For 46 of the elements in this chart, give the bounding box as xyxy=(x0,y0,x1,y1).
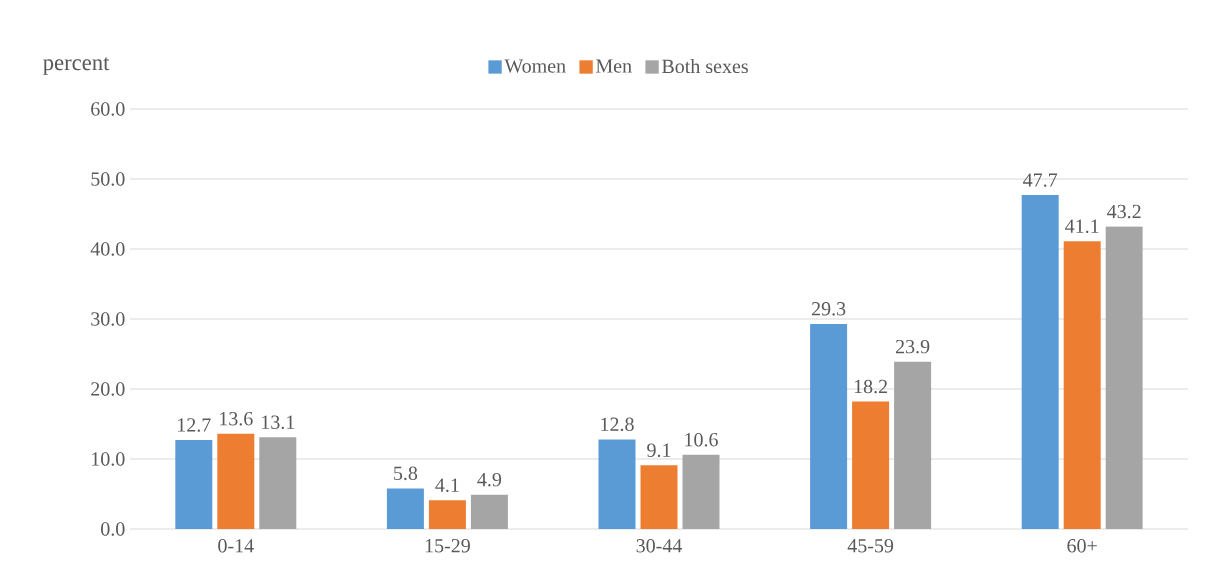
y-tick-label: 30.0 xyxy=(91,312,125,326)
data-label: 12.7 xyxy=(178,418,211,432)
legend-label: Both sexes xyxy=(662,59,748,74)
data-label: 13.1 xyxy=(262,415,295,430)
bar xyxy=(470,494,508,529)
x-tick-label: 45-59 xyxy=(847,539,894,553)
x-tick-label: 60+ xyxy=(1067,539,1097,553)
x-tick-label: 30-44 xyxy=(636,539,683,553)
data-label: 13.6 xyxy=(220,412,253,426)
legend-label: Men xyxy=(596,59,632,73)
bar xyxy=(852,401,890,529)
bar xyxy=(175,440,213,529)
data-label: 23.9 xyxy=(895,339,930,354)
data-label: 41.1 xyxy=(1065,219,1099,234)
bar xyxy=(217,433,255,529)
data-label: 9.1 xyxy=(647,443,671,458)
x-tick-label: 0-14 xyxy=(218,539,254,553)
data-label: 29.3 xyxy=(811,302,846,316)
legend-label: Women xyxy=(504,59,566,73)
y-tick-label: 10.0 xyxy=(92,452,125,466)
bar xyxy=(259,437,297,529)
x-tick-label: 15-29 xyxy=(425,539,470,553)
bar xyxy=(386,488,424,529)
data-label: 4.9 xyxy=(477,472,502,487)
bar xyxy=(428,500,466,529)
bar xyxy=(682,454,720,529)
bar xyxy=(810,323,848,529)
data-label: 18.2 xyxy=(854,379,887,394)
bar xyxy=(598,439,636,529)
y-tick-label: 50.0 xyxy=(91,172,125,186)
data-label: 47.7 xyxy=(1023,173,1058,187)
bar xyxy=(1021,195,1059,529)
bar xyxy=(1063,241,1101,529)
bar xyxy=(640,465,678,529)
data-label: 10.6 xyxy=(685,432,718,447)
y-tick-label: 60.0 xyxy=(91,102,125,116)
data-label: 12.8 xyxy=(601,417,634,432)
y-tick-label: 40.0 xyxy=(90,242,125,256)
y-axis-title: percent xyxy=(43,57,110,75)
data-label: 4.1 xyxy=(435,478,459,493)
data-label: 5.8 xyxy=(394,466,418,481)
data-label: 43.2 xyxy=(1107,204,1141,219)
bar xyxy=(894,361,932,529)
y-tick-label: 0.0 xyxy=(101,522,125,536)
y-tick-label: 20.0 xyxy=(91,382,125,396)
bar xyxy=(1105,226,1143,529)
